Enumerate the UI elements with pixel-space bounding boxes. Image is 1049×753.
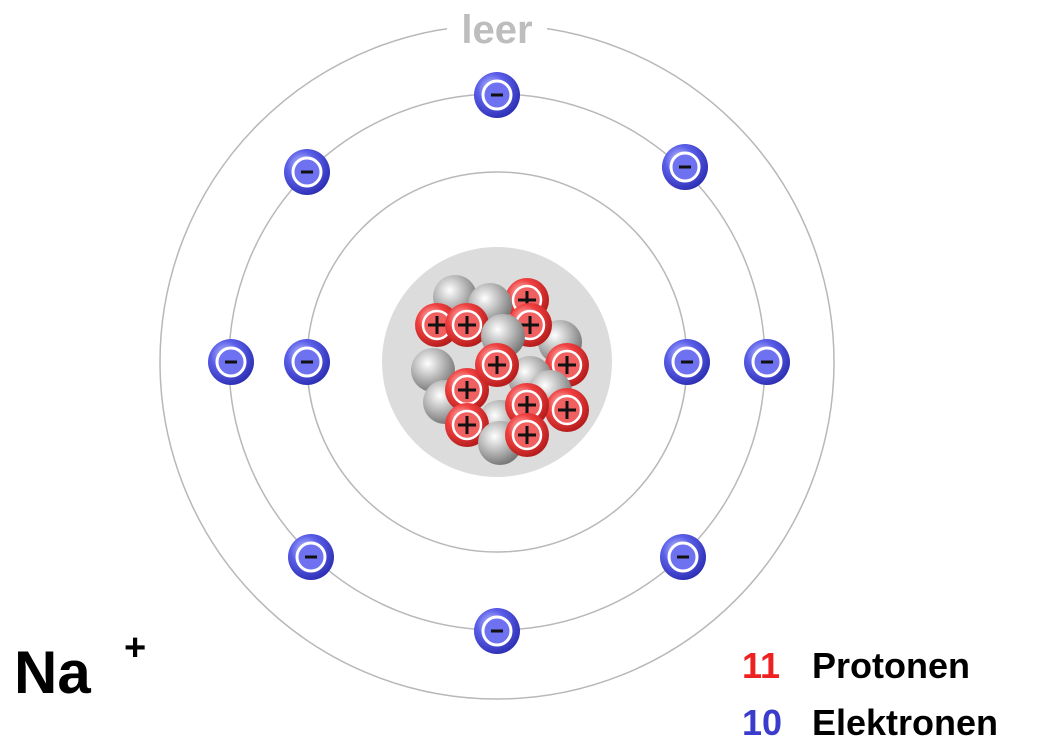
electron [474, 72, 520, 118]
proton-count: 11 [742, 645, 780, 686]
electron [284, 339, 330, 385]
electrons [208, 72, 790, 654]
electron-count: 10 [742, 702, 782, 743]
electron [208, 339, 254, 385]
proton [545, 388, 589, 432]
label-gap [447, 8, 547, 48]
electron-label: Elektronen [812, 702, 998, 743]
nucleus [411, 275, 589, 465]
electron [474, 608, 520, 654]
proton [505, 413, 549, 457]
electron [660, 534, 706, 580]
electron [744, 339, 790, 385]
ion-symbol: Na [14, 639, 91, 706]
electron [664, 339, 710, 385]
electron [284, 149, 330, 195]
electron [288, 534, 334, 580]
proton [445, 403, 489, 447]
proton [445, 303, 489, 347]
proton-label: Protonen [812, 645, 970, 686]
electron [662, 144, 708, 190]
proton [475, 343, 519, 387]
ion-charge: + [124, 627, 146, 669]
shell-label: leer [461, 8, 532, 52]
